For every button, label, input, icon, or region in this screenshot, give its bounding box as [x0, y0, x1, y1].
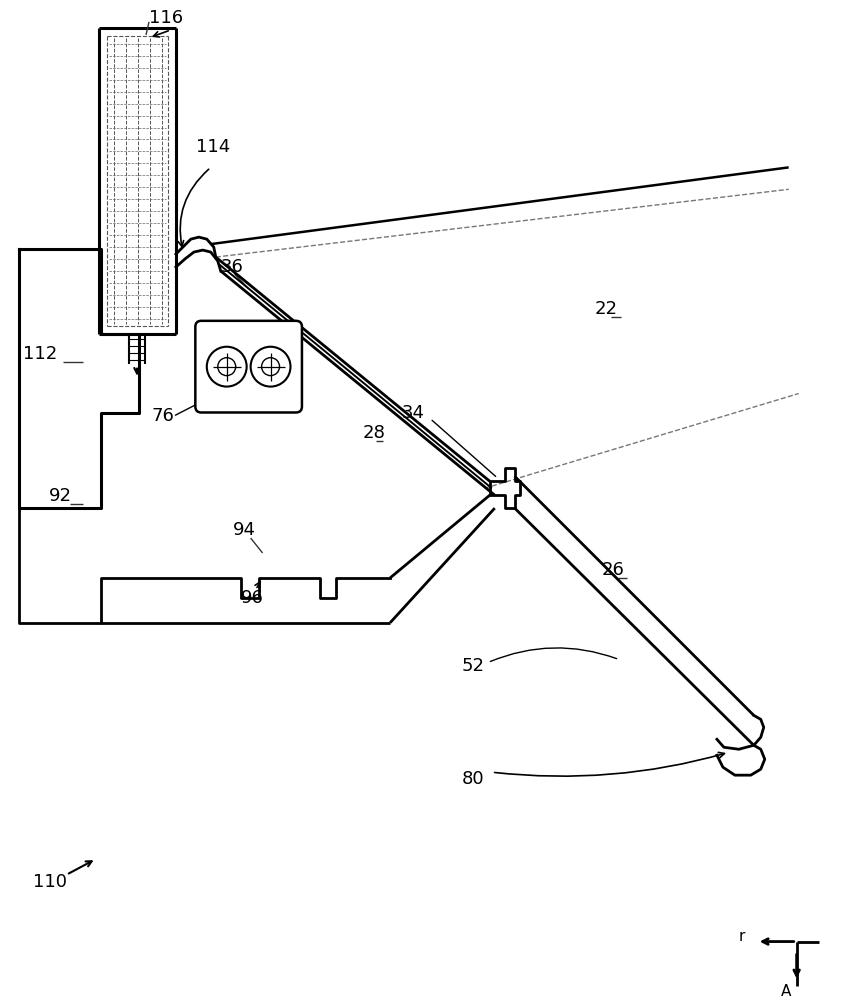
- Text: A: A: [781, 984, 791, 999]
- Text: 76: 76: [151, 407, 174, 425]
- Circle shape: [207, 347, 247, 387]
- Text: 52: 52: [462, 657, 485, 675]
- Text: 36: 36: [220, 258, 243, 276]
- Circle shape: [218, 358, 236, 376]
- Text: 34: 34: [402, 404, 425, 422]
- Text: 116: 116: [149, 9, 183, 27]
- Text: 114: 114: [196, 138, 230, 156]
- Text: r: r: [739, 929, 745, 944]
- Text: 22: 22: [594, 300, 617, 318]
- Text: 110: 110: [33, 873, 68, 891]
- Text: 96: 96: [241, 589, 264, 607]
- Text: 94: 94: [232, 521, 256, 539]
- Text: 80: 80: [462, 770, 484, 788]
- Text: 112: 112: [24, 345, 58, 363]
- Circle shape: [251, 347, 291, 387]
- Text: 26: 26: [601, 561, 624, 579]
- FancyBboxPatch shape: [195, 321, 302, 412]
- Text: 92: 92: [49, 487, 72, 505]
- Text: 28: 28: [362, 424, 385, 442]
- Circle shape: [261, 358, 280, 376]
